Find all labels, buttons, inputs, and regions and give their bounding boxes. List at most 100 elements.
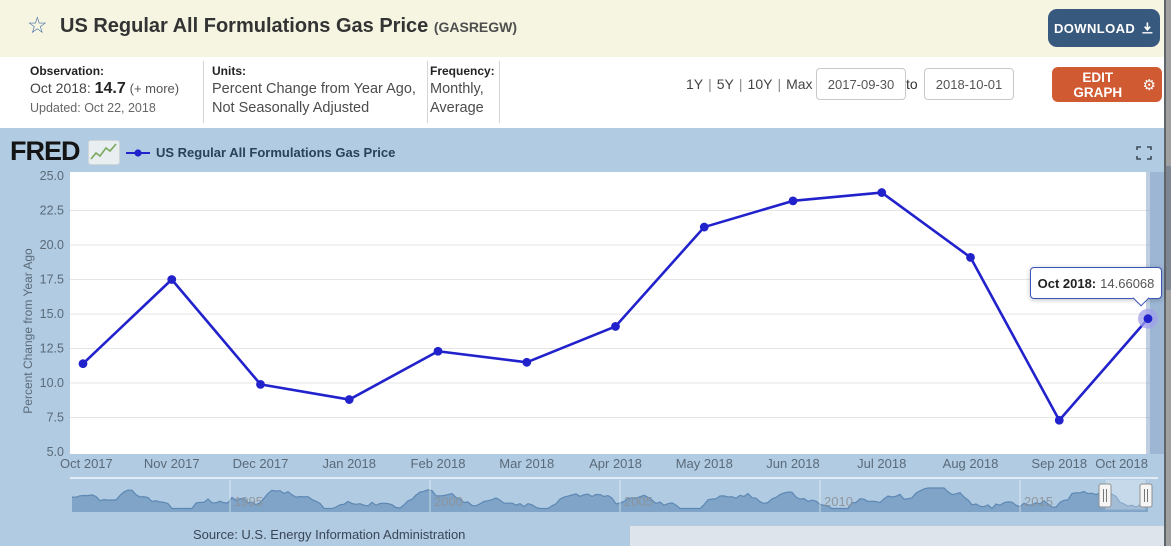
- observation-block: Observation: Oct 2018: 14.7 (+ more) Upd…: [30, 64, 179, 115]
- data-point-11[interactable]: [1054, 415, 1064, 425]
- y-tick-label: 7.5: [47, 411, 64, 425]
- x-tick-label: Jan 2018: [323, 456, 377, 471]
- fred-logo-chart-icon: [88, 140, 120, 165]
- date-from-input[interactable]: [816, 68, 906, 100]
- range-link-max[interactable]: Max: [786, 76, 813, 92]
- divider: [499, 61, 500, 123]
- divider: [427, 61, 428, 123]
- series-id: (GASREGW): [433, 19, 518, 35]
- legend-label: US Regular All Formulations Gas Price: [156, 145, 396, 160]
- source-attribution: Source: U.S. Energy Information Administ…: [193, 527, 466, 542]
- frequency-line1: Monthly,: [430, 81, 484, 97]
- observation-value-line: Oct 2018: 14.7 (+ more): [30, 80, 179, 98]
- range-link-10y[interactable]: 10Y: [747, 76, 773, 92]
- frequency-block: Frequency: Monthly, Average: [430, 64, 495, 116]
- frequency-label: Frequency:: [430, 64, 495, 78]
- y-tick-label: 12.5: [40, 342, 64, 356]
- title-bar: ☆ US Regular All Formulations Gas Price …: [0, 0, 1164, 58]
- download-icon: [1142, 22, 1153, 34]
- y-tick-label: 17.5: [40, 273, 64, 287]
- y-tick-label: 25.0: [40, 169, 64, 183]
- scrollbar-thumb[interactable]: [1166, 166, 1171, 290]
- x-tick-label: Feb 2018: [411, 456, 466, 471]
- data-point-2[interactable]: [256, 379, 265, 389]
- y-axis-title: Percent Change from Year Ago: [21, 248, 35, 414]
- units-label: Units:: [212, 64, 246, 78]
- plot-area: [70, 172, 1150, 454]
- y-tick-label: 15.0: [40, 307, 64, 321]
- observation-updated: Updated: Oct 22, 2018: [30, 101, 156, 115]
- window-edge-border: [1164, 0, 1166, 546]
- range-link-1y[interactable]: 1Y: [686, 76, 704, 92]
- data-point-7[interactable]: [699, 222, 709, 232]
- data-point-9[interactable]: [877, 188, 887, 197]
- units-block: Units: Percent Change from Year Ago, Not…: [212, 64, 416, 116]
- series-title: US Regular All Formulations Gas Price: [60, 15, 429, 37]
- hover-tooltip: Oct 2018: 14.66068: [1030, 267, 1162, 307]
- observation-more-link[interactable]: (+ more): [129, 81, 180, 96]
- edit-graph-button[interactable]: EDIT GRAPH ⚙: [1052, 67, 1162, 102]
- data-point-4[interactable]: [433, 346, 443, 356]
- mini-handle-body[interactable]: [1139, 483, 1153, 508]
- data-point-3[interactable]: [344, 395, 354, 404]
- x-tick-label: Sep 2018: [1031, 456, 1087, 471]
- mini-handle-body[interactable]: [1098, 483, 1112, 508]
- units-line1: Percent Change from Year Ago,: [212, 81, 416, 97]
- mini-handle-right[interactable]: [1139, 483, 1153, 508]
- mini-year-label-2000: 2000: [434, 494, 463, 509]
- download-button[interactable]: DOWNLOAD: [1048, 9, 1160, 47]
- date-range-to-label: to: [906, 76, 918, 92]
- units-line2: Not Seasonally Adjusted: [212, 100, 370, 116]
- data-point-10[interactable]: [966, 253, 975, 262]
- data-point-0[interactable]: [78, 359, 88, 369]
- mini-year-label-1995: 1995: [234, 494, 263, 509]
- data-point-5[interactable]: [522, 357, 532, 367]
- data-point-1[interactable]: [167, 275, 177, 284]
- x-tick-label: Mar 2018: [499, 456, 554, 471]
- x-tick-label: Oct 2018: [1095, 456, 1148, 471]
- range-link-separator: |: [708, 76, 712, 92]
- bottom-scrollbar-track[interactable]: [630, 526, 1171, 546]
- mini-handle-left[interactable]: [1098, 483, 1112, 508]
- divider: [203, 61, 204, 123]
- y-tick-label: 22.5: [40, 204, 64, 218]
- y-tick-label: 20.0: [40, 238, 64, 252]
- x-tick-label: Apr 2018: [589, 456, 642, 471]
- range-link-5y[interactable]: 5Y: [716, 76, 734, 92]
- tooltip-value: 14.66068: [1100, 275, 1155, 291]
- x-tick-label: Aug 2018: [943, 456, 999, 471]
- mini-area-chart: [72, 488, 1148, 512]
- date-to-input[interactable]: [924, 68, 1014, 100]
- page-title: US Regular All Formulations Gas Price (G…: [60, 15, 517, 38]
- y-tick-label: 5.0: [47, 445, 64, 459]
- legend-marker-icon: [126, 148, 150, 157]
- chart-legend: US Regular All Formulations Gas Price: [126, 145, 395, 160]
- x-tick-label: May 2018: [676, 456, 733, 471]
- data-point-12[interactable]: [1143, 314, 1153, 324]
- favorite-star-icon[interactable]: ☆: [27, 12, 48, 38]
- range-links: 1Y | 5Y | 10Y | Max: [686, 76, 813, 92]
- info-bar: Observation: Oct 2018: 14.7 (+ more) Upd…: [0, 57, 1164, 128]
- x-tick-label: Dec 2017: [233, 456, 289, 471]
- x-tick-label: Jun 2018: [766, 456, 820, 471]
- data-point-8[interactable]: [788, 196, 798, 206]
- observation-date: Oct 2018:: [30, 80, 91, 96]
- mini-area-outline: [71, 487, 1149, 510]
- edit-graph-label: EDIT GRAPH: [1073, 69, 1123, 100]
- gear-icon: ⚙: [1142, 76, 1156, 94]
- y-tick-label: 10.0: [40, 376, 64, 390]
- x-tick-label: Oct 2017: [60, 456, 113, 471]
- frequency-line2: Average: [430, 100, 484, 116]
- data-point-6[interactable]: [611, 322, 620, 331]
- graph-panel: 25.0 22.5 20.0 17.5 15.0 12.5 10.0 7.5 5.0 Oct 20…: [0, 128, 1171, 546]
- mini-year-label-2015: 2015: [1024, 494, 1053, 509]
- tooltip-label: Oct 2018:: [1037, 275, 1097, 291]
- mini-year-label-2005: 2005: [624, 494, 653, 509]
- observation-value: 14.7: [94, 80, 126, 97]
- range-link-separator: |: [777, 76, 782, 92]
- mini-year-label-2010: 2010: [824, 494, 853, 509]
- x-tick-label: Jul 2018: [857, 456, 906, 471]
- fullscreen-icon[interactable]: [1136, 146, 1152, 160]
